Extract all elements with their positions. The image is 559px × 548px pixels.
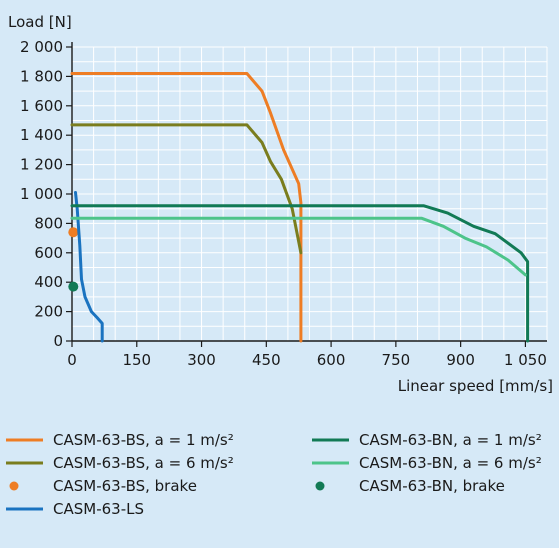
y-tick-label: 600 bbox=[34, 244, 63, 262]
legend-item: CASM-63-BN, a = 1 m/s² bbox=[312, 431, 542, 449]
y-tick-label: 1 400 bbox=[20, 126, 63, 144]
y-tick-label: 1 000 bbox=[20, 185, 63, 203]
y-tick-label: 1 800 bbox=[20, 67, 63, 85]
y-tick-label: 200 bbox=[34, 303, 63, 321]
legend-label: CASM-63-BS, a = 1 m/s² bbox=[53, 431, 234, 449]
series-line bbox=[70, 204, 530, 343]
legend-item: CASM-63-BN, brake bbox=[315, 477, 505, 495]
legend-item: CASM-63-LS bbox=[6, 500, 144, 518]
x-tick-label: 150 bbox=[122, 351, 151, 369]
series-line bbox=[70, 123, 303, 255]
legend-label: CASM-63-BN, brake bbox=[359, 477, 505, 495]
x-tick-label: 1 050 bbox=[504, 351, 547, 369]
legend-item: CASM-63-BS, a = 1 m/s² bbox=[6, 431, 234, 449]
series-point bbox=[68, 227, 79, 238]
series-point bbox=[68, 281, 79, 292]
x-tick-label: 0 bbox=[67, 351, 77, 369]
plot-area bbox=[68, 72, 530, 343]
series-line bbox=[70, 72, 303, 343]
x-tick-label: 600 bbox=[317, 351, 346, 369]
y-tick-label: 800 bbox=[34, 214, 63, 232]
y-tick-label: 0 bbox=[53, 332, 63, 350]
series-line bbox=[74, 191, 104, 343]
x-axis-title: Linear speed [mm/s] bbox=[398, 377, 553, 395]
x-tick-label: 900 bbox=[446, 351, 475, 369]
legend-item: CASM-63-BN, a = 6 m/s² bbox=[312, 454, 542, 472]
x-tick-label: 450 bbox=[252, 351, 281, 369]
legend-label: CASM-63-LS bbox=[53, 500, 144, 518]
y-tick-label: 400 bbox=[34, 273, 63, 291]
legend-item: CASM-63-BS, brake bbox=[9, 477, 197, 495]
legend-item: CASM-63-BS, a = 6 m/s² bbox=[6, 454, 234, 472]
legend: CASM-63-BS, a = 1 m/s² CASM-63-BN, a = 1 … bbox=[6, 431, 542, 518]
series-line bbox=[70, 216, 527, 277]
x-tick-label: 750 bbox=[382, 351, 411, 369]
legend-label: CASM-63-BS, brake bbox=[53, 477, 197, 495]
x-tick-label: 300 bbox=[187, 351, 216, 369]
legend-label: CASM-63-BN, a = 6 m/s² bbox=[359, 454, 542, 472]
legend-swatch bbox=[9, 481, 19, 491]
grid bbox=[71, 46, 548, 342]
legend-label: CASM-63-BS, a = 6 m/s² bbox=[53, 454, 234, 472]
y-tick-label: 1 600 bbox=[20, 97, 63, 115]
legend-swatch bbox=[315, 481, 325, 491]
y-axis-title: Load [N] bbox=[8, 13, 72, 31]
legend-label: CASM-63-BN, a = 1 m/s² bbox=[359, 431, 542, 449]
y-tick-label: 2 000 bbox=[20, 38, 63, 56]
y-tick-label: 1 200 bbox=[20, 156, 63, 174]
